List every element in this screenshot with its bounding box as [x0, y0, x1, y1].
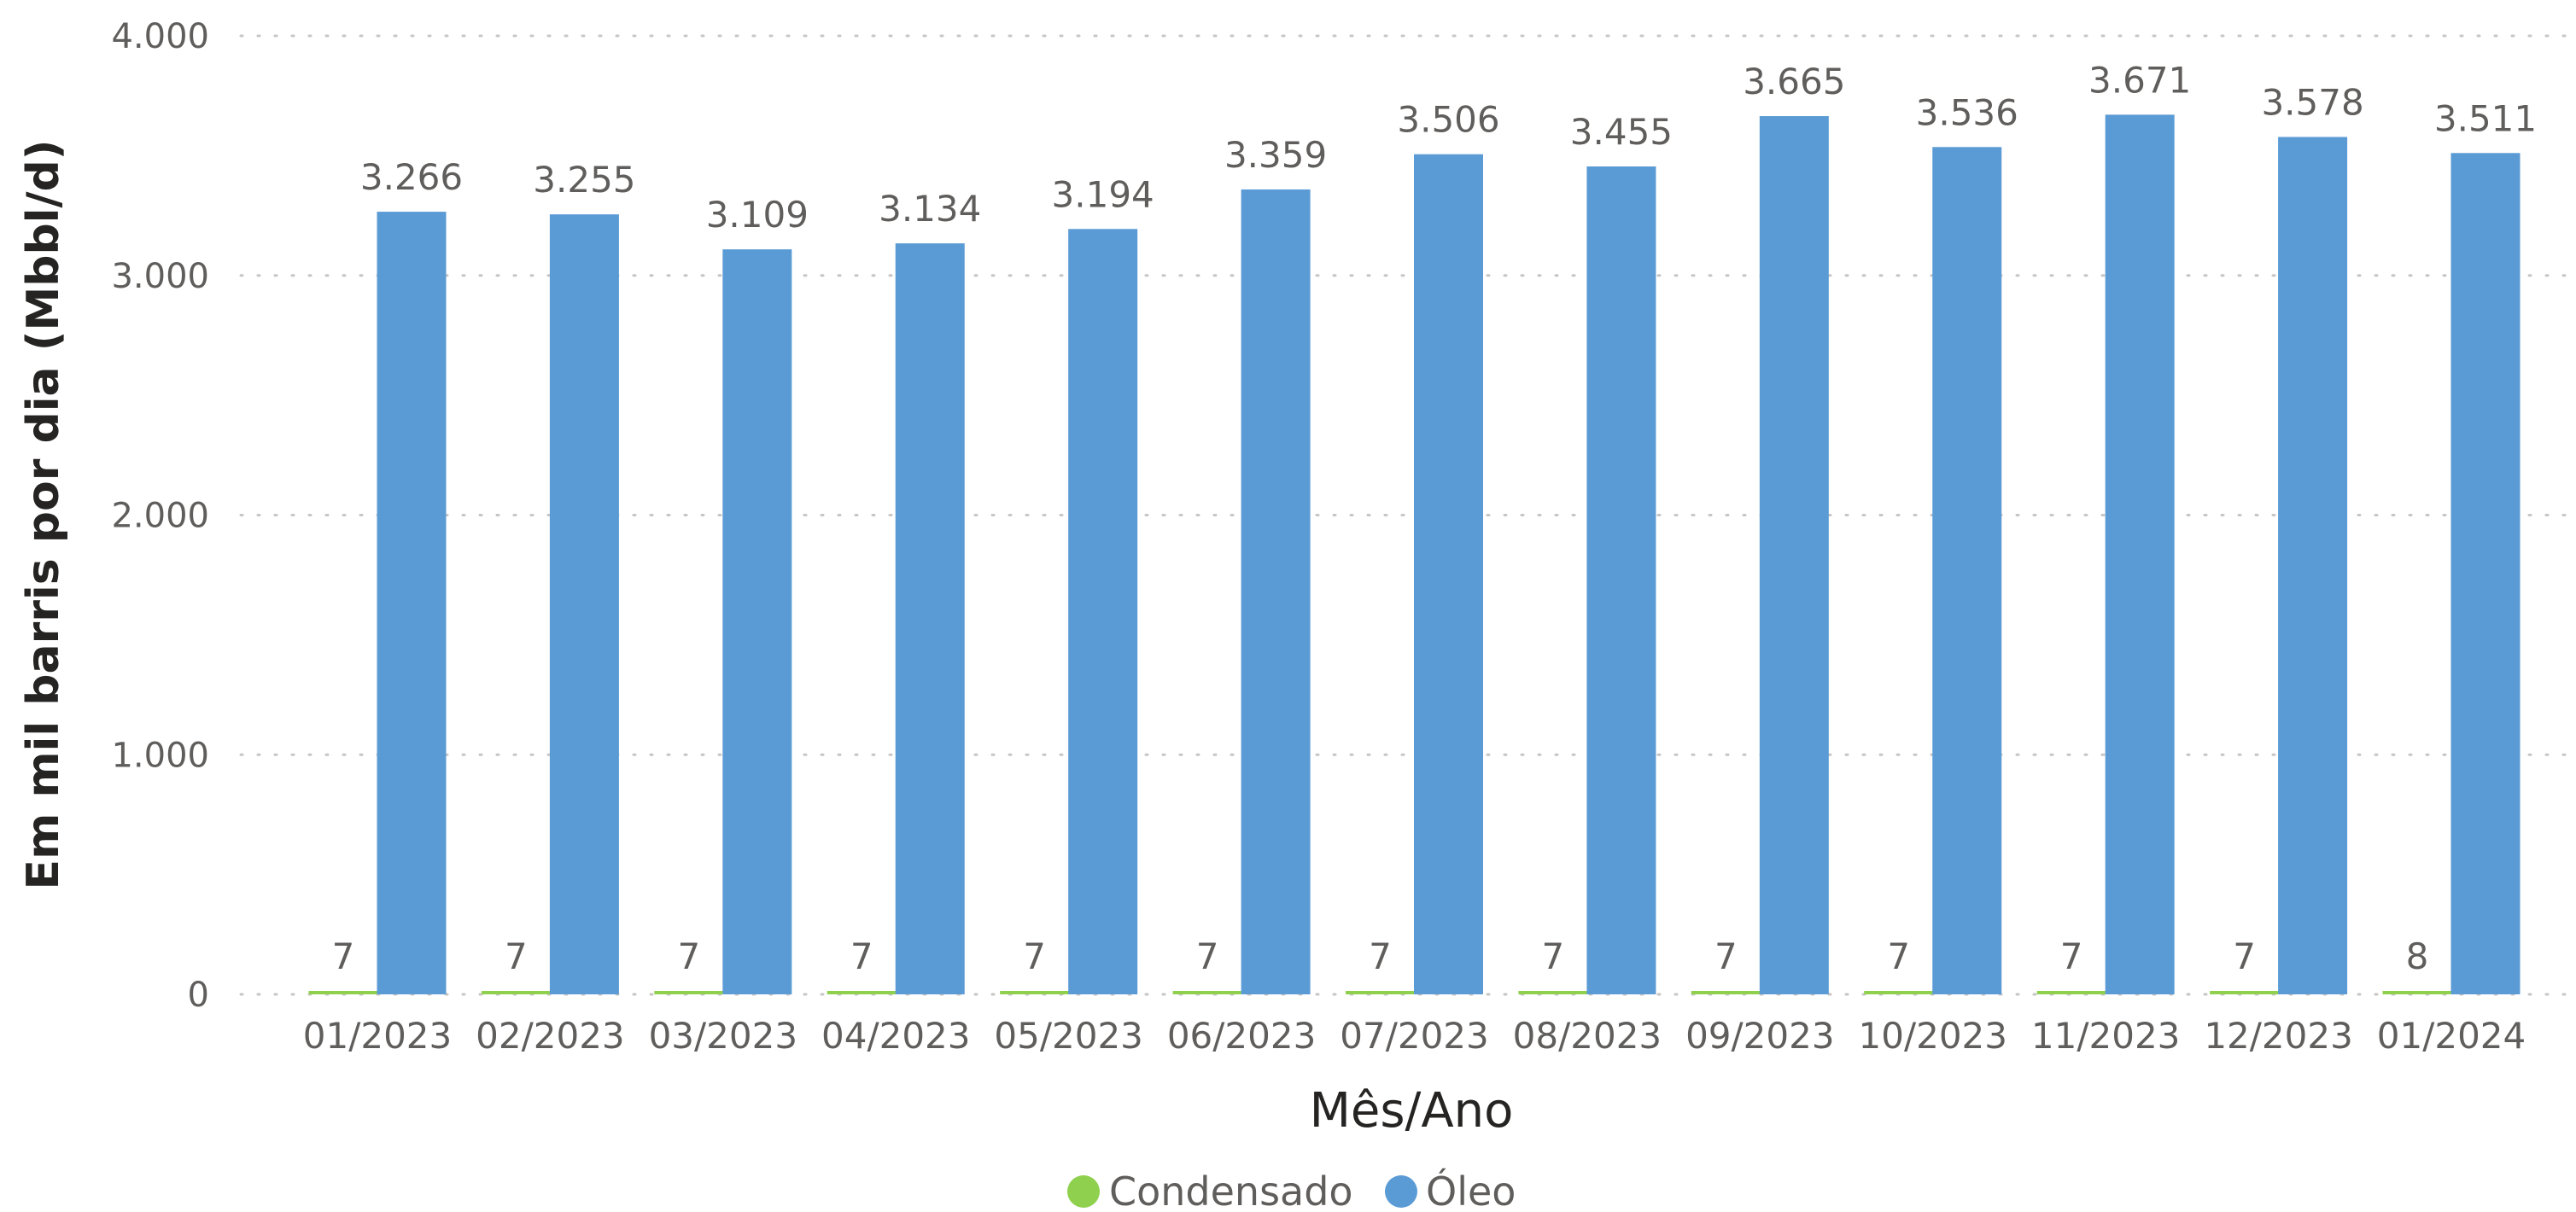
legend[interactable]: Condensado Óleo [1067, 1168, 1516, 1212]
data-label: 3.578 [2261, 81, 2363, 123]
bar-condensado[interactable] [2210, 991, 2280, 994]
bar-condensado[interactable] [1864, 991, 1934, 994]
data-label: 7 [1196, 935, 1219, 977]
data-label: 7 [505, 935, 528, 977]
data-label: 8 [2406, 935, 2429, 977]
bar-condensado[interactable] [2382, 991, 2452, 994]
y-tick-label: 4.000 [111, 17, 209, 56]
x-tick-label: 03/2023 [649, 1015, 797, 1057]
y-tick-label: 0 [188, 976, 209, 1015]
bar-oleo[interactable] [895, 243, 965, 994]
bar-oleo[interactable] [2450, 153, 2521, 994]
bar-oleo[interactable] [722, 249, 792, 994]
data-label: 3.359 [1224, 134, 1327, 176]
bar-condensado[interactable] [481, 991, 551, 994]
data-label: 7 [2233, 935, 2256, 977]
data-label: 7 [1369, 935, 1392, 977]
bar-condensado[interactable] [1518, 991, 1588, 994]
data-label: 3.506 [1397, 99, 1499, 141]
data-label: 7 [1887, 935, 1910, 977]
x-tick-label: 02/2023 [476, 1015, 624, 1057]
y-tick-label: 3.000 [111, 257, 209, 296]
y-tick-label: 2.000 [111, 497, 209, 536]
data-label: 3.134 [879, 188, 981, 230]
data-label: 3.455 [1570, 111, 1673, 153]
bar-condensado[interactable] [1691, 991, 1761, 994]
bar-condensado[interactable] [1172, 991, 1242, 994]
data-label: 7 [677, 935, 700, 977]
y-axis-title: Em mil barris por dia (Mbbl/d) [18, 140, 69, 890]
bar-oleo[interactable] [2278, 137, 2348, 994]
y-axis-ticks: 0 1.000 2.000 3.000 4.000 [111, 17, 209, 1015]
bar-condensado[interactable] [1000, 991, 1070, 994]
bar-oleo[interactable] [549, 214, 619, 994]
bar-oleo[interactable] [1759, 116, 1829, 994]
data-label: 7 [1714, 935, 1738, 977]
data-label: 3.665 [1743, 61, 1845, 102]
x-axis-title: Mês/Ano [1310, 1083, 1514, 1139]
x-tick-label: 08/2023 [1513, 1015, 1662, 1057]
bar-oleo[interactable] [1586, 166, 1656, 995]
y-tick-label: 1.000 [111, 736, 209, 775]
bar-condensado[interactable] [2036, 991, 2106, 994]
x-tick-label: 11/2023 [2031, 1015, 2180, 1057]
data-label: 7 [2060, 935, 2083, 977]
legend-marker [1385, 1175, 1417, 1208]
legend-item-condensado[interactable]: Condensado [1067, 1168, 1353, 1212]
legend-marker [1067, 1175, 1100, 1208]
data-label: 3.536 [1916, 91, 2018, 133]
bars [308, 114, 2521, 995]
data-label: 7 [332, 935, 355, 977]
bar-oleo[interactable] [377, 212, 447, 994]
data-label: 3.671 [2088, 59, 2191, 101]
data-label: 3.266 [360, 156, 463, 198]
legend-label: Condensado [1109, 1168, 1353, 1212]
bar-oleo[interactable] [1414, 154, 1483, 995]
data-label: 3.255 [533, 159, 635, 201]
data-label: 7 [1542, 935, 1565, 977]
x-tick-label: 12/2023 [2204, 1015, 2352, 1057]
data-label: 7 [1023, 935, 1046, 977]
data-labels: 7 3.266 7 3.255 7 3.109 7 3.134 7 3.194 7 3.359 7 3.5… [332, 59, 2537, 977]
bar-condensado[interactable] [1346, 991, 1415, 994]
bar-oleo[interactable] [1241, 189, 1311, 994]
bar-oleo[interactable] [1932, 147, 2002, 994]
x-tick-label: 07/2023 [1340, 1015, 1488, 1057]
x-tick-label: 01/2024 [2377, 1015, 2526, 1057]
x-tick-label: 01/2023 [303, 1015, 452, 1057]
x-axis-ticks: 01/2023 02/2023 03/2023 04/2023 05/2023 06/20… [303, 1015, 2526, 1057]
x-tick-label: 05/2023 [994, 1015, 1142, 1057]
legend-item-oleo[interactable]: Óleo [1385, 1168, 1516, 1212]
bar-condensado[interactable] [308, 991, 378, 994]
data-label: 7 [850, 935, 873, 977]
legend-label: Óleo [1426, 1168, 1516, 1212]
x-tick-label: 09/2023 [1685, 1015, 1834, 1057]
bar-oleo[interactable] [2105, 114, 2175, 995]
x-tick-label: 04/2023 [821, 1015, 970, 1057]
data-label: 3.109 [706, 194, 809, 236]
data-label: 3.194 [1052, 173, 1154, 215]
data-label: 3.511 [2434, 97, 2537, 139]
x-tick-label: 06/2023 [1167, 1015, 1316, 1057]
bar-condensado[interactable] [827, 991, 897, 994]
x-tick-label: 10/2023 [1859, 1015, 2007, 1057]
bar-condensado[interactable] [654, 991, 724, 994]
bar-oleo[interactable] [1068, 229, 1138, 994]
